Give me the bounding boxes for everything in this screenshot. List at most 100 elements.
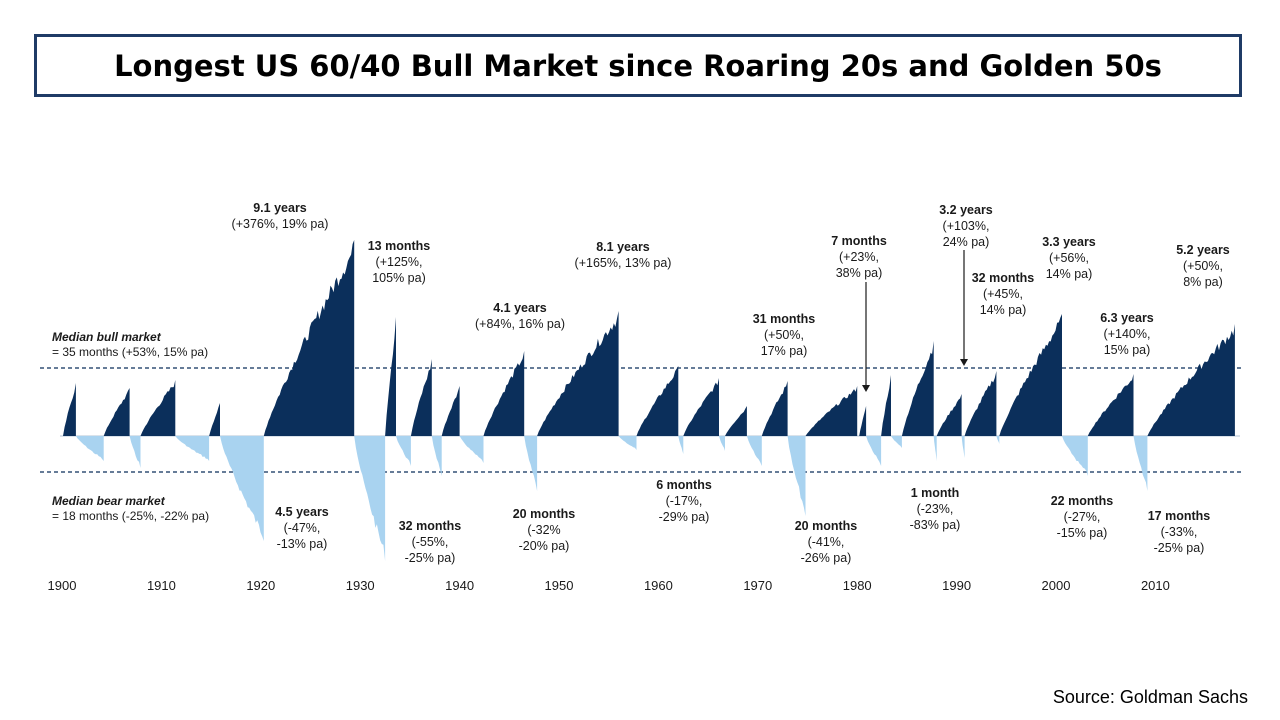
bull-data-label: 6.3 years <box>1100 311 1154 325</box>
bull-market-area <box>859 406 867 436</box>
median-bear-title: Median bear market <box>52 494 166 508</box>
bull-market-area <box>263 240 355 436</box>
bear-data-label: 20 months <box>795 519 858 533</box>
arrow-32-months-head <box>960 359 968 366</box>
x-tick-label: 2010 <box>1141 578 1170 593</box>
bear-market-area <box>431 436 442 476</box>
bull-market-area <box>537 311 619 436</box>
bear-market-area <box>459 436 484 463</box>
bull-market-area <box>385 317 396 436</box>
bear-data-label: 1 month <box>911 486 960 500</box>
bear-market-area <box>996 436 1000 444</box>
bear-data-label: -29% pa) <box>659 510 710 524</box>
bear-market-area <box>891 436 902 448</box>
bear-data-label: (-47%, <box>284 521 321 535</box>
x-tick-label: 1940 <box>445 578 474 593</box>
bull-market-area <box>999 314 1062 436</box>
bull-data-label: 4.1 years <box>493 301 547 315</box>
bear-data-label: (-23%, <box>917 502 954 516</box>
chart-title: Longest US 60/40 Bull Market since Roari… <box>114 48 1162 83</box>
bear-market-area <box>866 436 882 466</box>
bull-market-area <box>683 378 719 436</box>
x-tick-label: 1990 <box>942 578 971 593</box>
bull-data-label: (+165%, 13% pa) <box>575 256 672 270</box>
bear-market-area <box>129 436 141 468</box>
bear-data-label: -20% pa) <box>519 539 570 553</box>
bear-market-area <box>524 436 538 491</box>
bull-data-label: (+376%, 19% pa) <box>232 217 329 231</box>
bull-data-label: 3.3 years <box>1042 235 1096 249</box>
x-tick-label: 1960 <box>644 578 673 593</box>
bull-data-label: 38% pa) <box>836 266 883 280</box>
bull-data-label: 13 months <box>368 239 431 253</box>
bear-data-label: 22 months <box>1051 494 1114 508</box>
x-tick-label: 1980 <box>843 578 872 593</box>
bear-data-label: -13% pa) <box>277 537 328 551</box>
bear-market-area <box>618 436 637 450</box>
bull-data-label: 9.1 years <box>253 201 307 215</box>
bear-market-area <box>75 436 104 461</box>
bear-data-label: 32 months <box>399 519 462 533</box>
bull-market-area <box>725 406 747 436</box>
bull-data-label: (+125%, <box>376 255 423 269</box>
bull-data-label: 24% pa) <box>943 235 990 249</box>
bull-data-label: 14% pa) <box>1046 267 1093 281</box>
bear-market-area <box>719 436 725 451</box>
bear-market-area <box>1133 436 1148 491</box>
bull-market-area <box>761 381 788 436</box>
bull-data-label: 31 months <box>753 312 816 326</box>
bear-market-area <box>787 436 806 516</box>
source-note: Source: Goldman Sachs <box>1052 687 1248 707</box>
bear-data-label: -26% pa) <box>801 551 852 565</box>
bull-data-label: 3.2 years <box>939 203 993 217</box>
bull-market-area <box>964 371 997 436</box>
median-bull-text: = 35 months (+53%, 15% pa) <box>52 345 208 359</box>
bull-market-area <box>881 375 891 436</box>
bull-data-label: (+45%, <box>983 287 1023 301</box>
x-tick-label: 1900 <box>48 578 77 593</box>
bull-market-area <box>901 341 934 436</box>
bear-data-label: 17 months <box>1148 509 1211 523</box>
bull-data-label: 14% pa) <box>980 303 1027 317</box>
bear-data-label: -25% pa) <box>1154 541 1205 555</box>
bear-data-label: (-32% <box>527 523 560 537</box>
x-tick-label: 1970 <box>743 578 772 593</box>
bull-market-area <box>410 359 432 436</box>
x-tick-label: 1920 <box>246 578 275 593</box>
bull-data-label: 17% pa) <box>761 344 808 358</box>
bull-market-area <box>636 366 679 436</box>
bear-data-label: (-55%, <box>412 535 449 549</box>
bull-data-label: 5.2 years <box>1176 243 1230 257</box>
bull-market-area <box>209 403 220 436</box>
bull-data-label: (+140%, <box>1104 327 1151 341</box>
bull-data-label: 8% pa) <box>1183 275 1223 289</box>
bear-market-area <box>933 436 937 461</box>
bear-data-label: (-33%, <box>1161 525 1198 539</box>
bull-market-area <box>441 386 460 436</box>
bear-market-area <box>220 436 264 541</box>
bull-data-label: (+103%, <box>943 219 990 233</box>
bear-market-area <box>396 436 411 466</box>
x-tick-label: 1950 <box>545 578 574 593</box>
bear-data-label: -15% pa) <box>1057 526 1108 540</box>
bull-market-area <box>63 383 76 436</box>
bull-data-label: 32 months <box>972 271 1035 285</box>
bear-data-label: -25% pa) <box>405 551 456 565</box>
bear-market-area <box>175 436 210 461</box>
bear-data-label: (-27%, <box>1064 510 1101 524</box>
bear-market-area <box>1062 436 1088 476</box>
bear-market-area <box>961 436 965 458</box>
x-tick-label: 1910 <box>147 578 176 593</box>
title-box: Longest US 60/40 Bull Market since Roari… <box>34 34 1242 97</box>
bull-data-label: 15% pa) <box>1104 343 1151 357</box>
bull-market-area <box>936 394 962 436</box>
bull-data-label: (+50%, <box>764 328 804 342</box>
bear-data-label: (-41%, <box>808 535 845 549</box>
x-tick-label: 2000 <box>1042 578 1071 593</box>
bull-data-label: (+23%, <box>839 250 879 264</box>
arrow-7-months-head <box>862 385 870 392</box>
bull-data-label: (+50%, <box>1183 259 1223 273</box>
median-bear-text: = 18 months (-25%, -22% pa) <box>52 509 209 523</box>
bear-market-area <box>678 436 684 454</box>
